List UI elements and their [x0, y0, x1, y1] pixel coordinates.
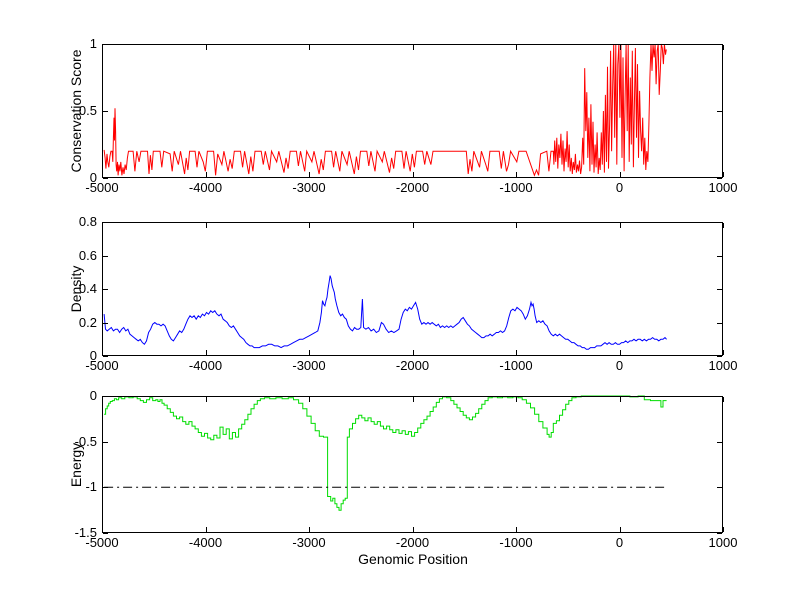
- bottom-xtick-label: -4000: [188, 535, 223, 550]
- top-xtick-label: -5000: [85, 180, 119, 195]
- bottom-ytick-label: -1: [85, 479, 97, 495]
- middle-xtick-label: 0: [615, 358, 624, 373]
- top-xtick-label: 0: [615, 180, 624, 195]
- middle-xtick-label: -1000: [499, 358, 533, 373]
- middle-ytick-label: 0: [89, 348, 97, 363]
- middle-ytick-label: 0.4: [78, 281, 97, 296]
- top-ytick-label: 0: [89, 170, 97, 185]
- bottom-xtick-label: -3000: [292, 535, 326, 550]
- bottom-xtick-label: -5000: [85, 535, 119, 550]
- middle-xtick-label: 1000: [708, 358, 738, 373]
- bottom-xtick-label: 1000: [708, 535, 738, 550]
- density-line: [103, 275, 667, 350]
- top-xtick-label: 1000: [708, 180, 738, 195]
- top-ytick-label: 1: [89, 36, 97, 51]
- conservation-score-panel: [102, 43, 724, 179]
- middle-plot-area: [102, 222, 724, 357]
- conservation-score-line: [103, 43, 667, 177]
- bottom-xtick-label: 0: [615, 535, 624, 550]
- bottom-plot-area: [102, 395, 724, 534]
- bottom-ytick-label: -0.5: [74, 433, 97, 449]
- top-xtick-label: -4000: [188, 180, 223, 195]
- x-axis-label: Genomic Position: [358, 551, 468, 567]
- middle-xtick-label: -4000: [188, 358, 223, 373]
- density-panel: [102, 222, 724, 357]
- bottom-xtick-label: -2000: [395, 535, 430, 550]
- top-axes-box: [102, 44, 723, 178]
- bottom-axes-box: [102, 396, 723, 533]
- top-xtick-label: -2000: [395, 180, 430, 195]
- middle-ytick-label: 0.6: [78, 247, 97, 263]
- top-xtick-label: -1000: [499, 180, 533, 195]
- bottom-ytick-label: 0: [89, 388, 97, 403]
- bottom-xtick-label: -1000: [499, 535, 533, 550]
- middle-xtick-label: -5000: [85, 358, 119, 373]
- bottom-ytick-label: -1.5: [74, 525, 97, 540]
- middle-ytick-label: 0.8: [78, 214, 97, 229]
- middle-xtick-label: -2000: [395, 358, 430, 373]
- middle-xtick-label: -3000: [292, 358, 326, 373]
- top-xtick-label: -3000: [292, 180, 326, 195]
- middle-ytick-label: 0.2: [78, 314, 97, 330]
- top-plot-area: [102, 43, 724, 179]
- energy-steps: [104, 395, 667, 511]
- energy-panel: [102, 395, 724, 534]
- middle-axes-box: [102, 222, 723, 356]
- top-ytick-label: 0.5: [78, 103, 97, 118]
